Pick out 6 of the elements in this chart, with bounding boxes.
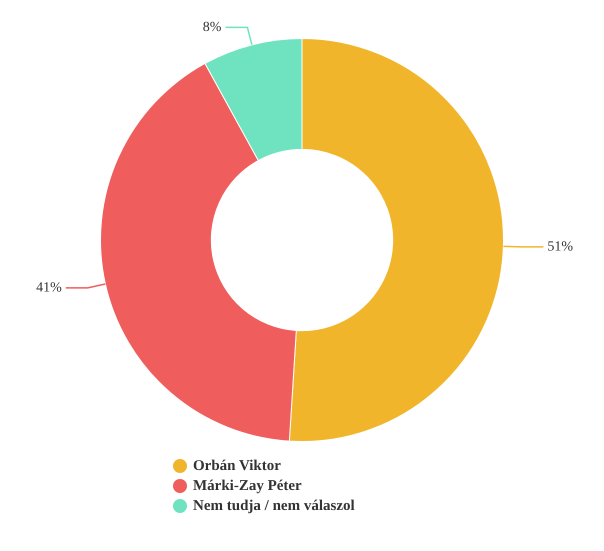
data-label: 8% [202, 20, 222, 36]
data-label: 51% [547, 240, 574, 255]
legend-label: Márki-Zay Péter [193, 478, 302, 494]
legend-label: Orbán Viktor [193, 458, 281, 474]
data-label: 41% [36, 280, 62, 296]
legend-label: Nem tudja / nem válaszol [193, 498, 355, 514]
